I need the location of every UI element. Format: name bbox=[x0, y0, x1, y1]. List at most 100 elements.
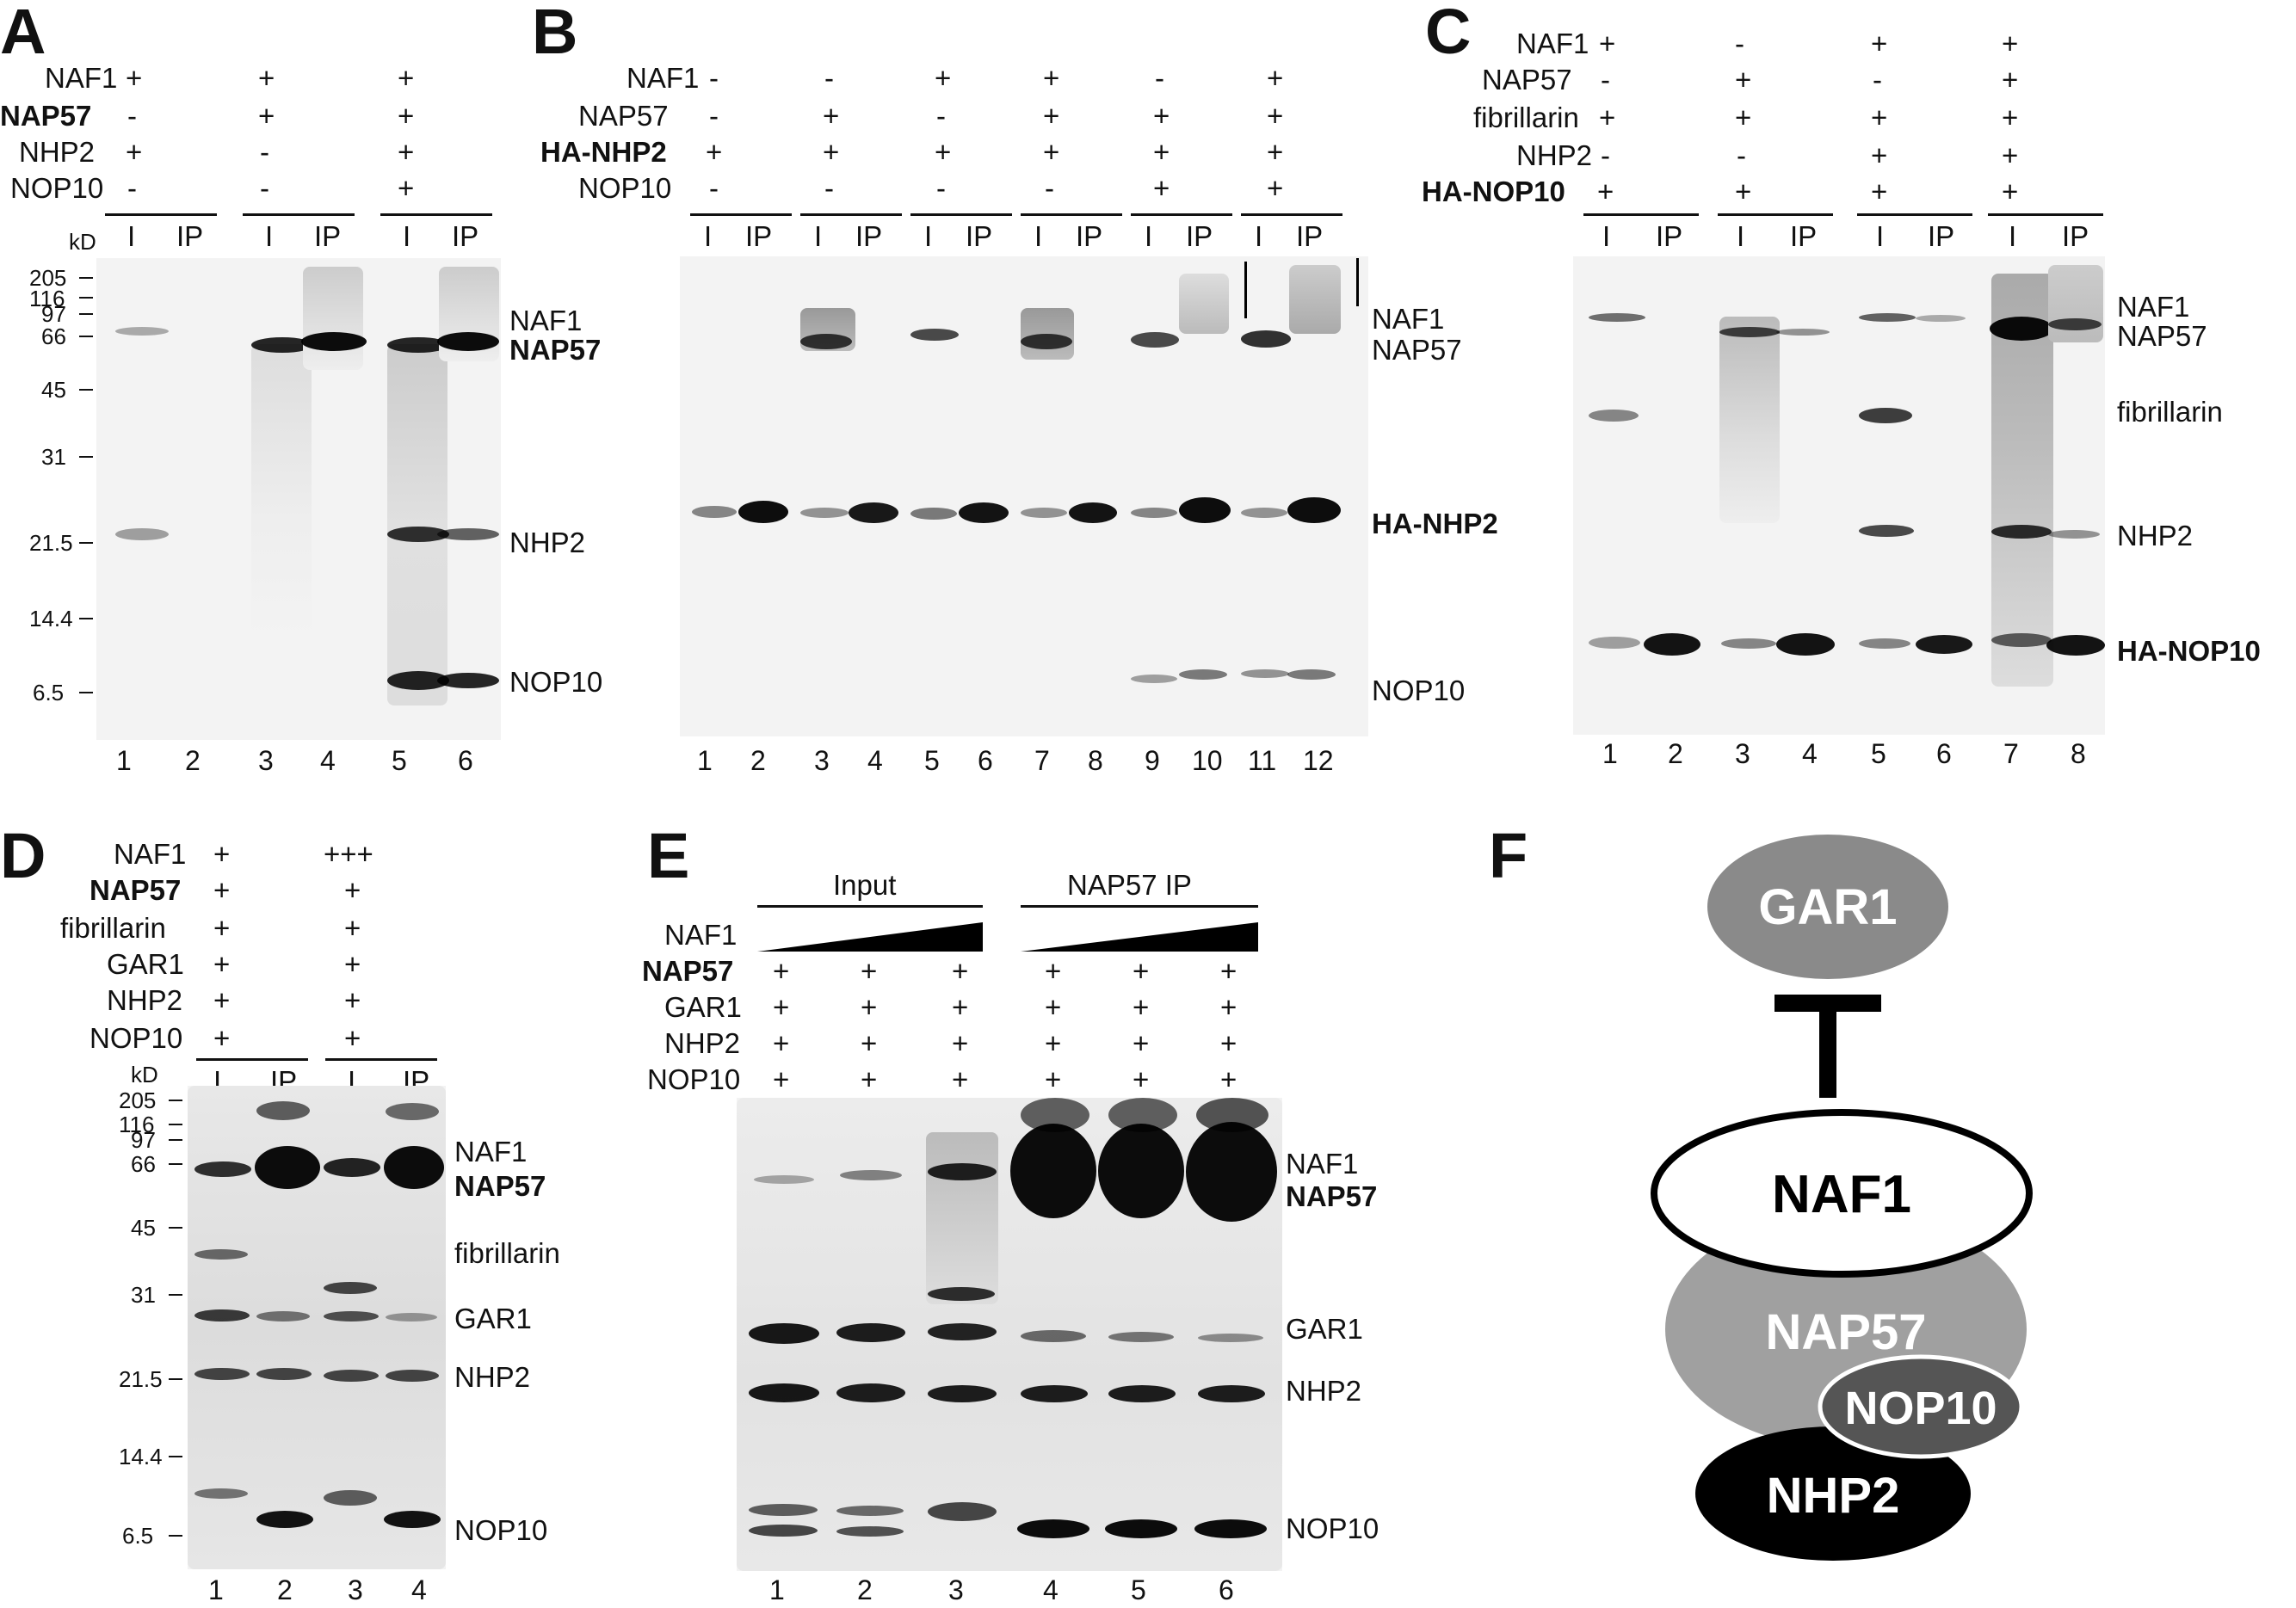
marker: 6.5 bbox=[122, 1523, 154, 1549]
sign: + bbox=[773, 955, 790, 987]
band bbox=[1721, 638, 1776, 649]
sign: + bbox=[1871, 139, 1888, 171]
sign: + bbox=[1267, 62, 1284, 94]
lane-pair-rule bbox=[1583, 213, 1699, 216]
sign: + bbox=[1871, 28, 1888, 59]
lane-number: 8 bbox=[2071, 738, 2086, 769]
lane-type: I bbox=[924, 220, 933, 252]
band bbox=[194, 1249, 248, 1260]
sign: - bbox=[936, 172, 946, 204]
lane-type: I bbox=[265, 220, 274, 252]
band bbox=[1991, 633, 2052, 647]
band bbox=[1287, 497, 1341, 523]
lane-type: IP bbox=[855, 220, 883, 252]
sign: + bbox=[1045, 991, 1062, 1023]
sign: - bbox=[1873, 64, 1882, 95]
marker-tick bbox=[169, 1378, 182, 1380]
sign: + bbox=[126, 62, 143, 94]
panel-letter-e: E bbox=[647, 820, 690, 891]
marker: 97 bbox=[131, 1127, 156, 1153]
sign: + bbox=[1267, 172, 1284, 204]
sign: - bbox=[824, 62, 834, 94]
band bbox=[1021, 508, 1067, 518]
band-label: NHP2 bbox=[2117, 520, 2194, 551]
lane-number: 2 bbox=[750, 745, 766, 776]
band bbox=[1131, 675, 1177, 683]
marker: 45 bbox=[41, 377, 66, 403]
marker: 31 bbox=[131, 1282, 156, 1308]
nap57-label: NAP57 bbox=[1766, 1304, 1927, 1360]
lane-pair-rule bbox=[1857, 213, 1972, 216]
lane-number: 4 bbox=[1043, 1574, 1059, 1605]
marker: 116 bbox=[119, 1112, 155, 1137]
marker: 66 bbox=[131, 1151, 156, 1177]
cond-label: NHP2 bbox=[107, 984, 183, 1016]
sign: + bbox=[2002, 28, 2019, 59]
gel-image-d bbox=[188, 1086, 446, 1569]
marker: 45 bbox=[131, 1215, 156, 1241]
lane-pair-rule bbox=[800, 213, 902, 216]
band bbox=[437, 332, 499, 351]
band bbox=[1990, 317, 2053, 341]
marker-tick bbox=[79, 313, 93, 315]
lane-pair-rule bbox=[380, 213, 492, 216]
band-label: NAP57 bbox=[2117, 320, 2207, 352]
band-label: NAF1 bbox=[1372, 303, 1445, 335]
kd-label: kD bbox=[69, 229, 96, 255]
band bbox=[738, 501, 788, 523]
band bbox=[437, 673, 499, 688]
lane-type: I bbox=[1034, 220, 1043, 252]
sign: + bbox=[398, 136, 415, 168]
band-label: NHP2 bbox=[509, 527, 586, 558]
sign: + bbox=[344, 874, 361, 906]
band bbox=[1179, 497, 1231, 523]
sign: + bbox=[773, 1063, 790, 1095]
band bbox=[256, 1368, 312, 1380]
band bbox=[1644, 633, 1700, 656]
sign: + bbox=[1267, 100, 1284, 132]
lane-number: 2 bbox=[1668, 738, 1683, 769]
lane-type: I bbox=[1737, 220, 1745, 252]
panel-letter-f: F bbox=[1489, 820, 1528, 891]
sign: - bbox=[1735, 28, 1744, 59]
band bbox=[324, 1282, 377, 1294]
marker-tick bbox=[169, 1163, 182, 1165]
band bbox=[387, 527, 449, 542]
lane-type: I bbox=[348, 1065, 356, 1097]
band bbox=[836, 1323, 905, 1342]
lane-type: IP bbox=[745, 220, 773, 252]
sign: + bbox=[258, 62, 275, 94]
band bbox=[324, 1370, 379, 1382]
band-label: NAF1 bbox=[509, 305, 583, 336]
group-rule bbox=[757, 905, 983, 908]
sign: - bbox=[260, 136, 269, 168]
sign: - bbox=[709, 62, 719, 94]
cond-label: NHP2 bbox=[1516, 139, 1593, 171]
lane-pair-rule bbox=[690, 213, 792, 216]
band bbox=[749, 1323, 819, 1344]
sign: + bbox=[398, 172, 415, 204]
band-label: NOP10 bbox=[454, 1514, 548, 1546]
sign: + bbox=[213, 874, 231, 906]
band bbox=[324, 1158, 380, 1177]
sign: + bbox=[1599, 102, 1616, 133]
band bbox=[1179, 669, 1227, 680]
marker: 21.5 bbox=[29, 530, 73, 556]
sign: - bbox=[824, 172, 834, 204]
marker: 97 bbox=[41, 301, 66, 327]
band bbox=[437, 528, 499, 540]
marker-tick bbox=[169, 1294, 182, 1296]
sign: + bbox=[1735, 176, 1752, 207]
naf1-label: NAF1 bbox=[1772, 1165, 1911, 1224]
gel-image-e bbox=[737, 1098, 1282, 1571]
sign: + bbox=[823, 136, 840, 168]
lane-number: 1 bbox=[116, 745, 132, 776]
band bbox=[1287, 669, 1336, 680]
lane-type: I bbox=[213, 1065, 222, 1097]
sign: - bbox=[1045, 172, 1054, 204]
sign: + bbox=[213, 838, 231, 870]
band bbox=[1916, 315, 1966, 322]
lane-type: I bbox=[403, 220, 411, 252]
cond-label: NAP57 bbox=[1482, 64, 1572, 95]
band bbox=[1186, 1122, 1277, 1222]
